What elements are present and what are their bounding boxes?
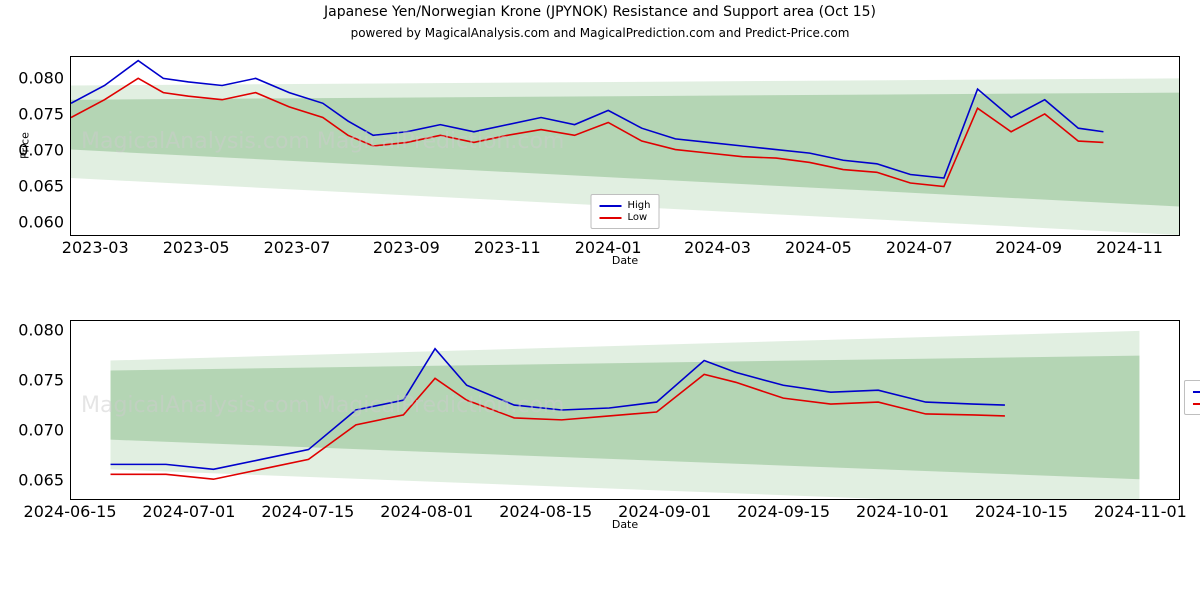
ytick: 0.065	[18, 471, 64, 490]
legend-label: Low	[628, 212, 648, 223]
ytick: 0.075	[18, 104, 64, 123]
panel-top: Price MagicalAnalysis.com MagicalPredict…	[70, 56, 1180, 276]
chart-title: Japanese Yen/Norwegian Krone (JPYNOK) Re…	[0, 4, 1200, 20]
legend-bot: HighLow	[1184, 380, 1200, 415]
legend-item: Low	[600, 212, 651, 223]
ytick: 0.075	[18, 371, 64, 390]
legend-item: High	[1193, 386, 1200, 397]
legend-label: High	[628, 200, 651, 211]
legend-swatch	[600, 205, 622, 207]
ytick: 0.065	[18, 176, 64, 195]
figure: Japanese Yen/Norwegian Krone (JPYNOK) Re…	[0, 0, 1200, 600]
svg-bot	[71, 321, 1179, 499]
panel-bot: MagicalAnalysis.com MagicalPrediction.co…	[70, 320, 1180, 540]
chart-subtitle: powered by MagicalAnalysis.com and Magic…	[0, 26, 1200, 40]
ytick: 0.080	[18, 68, 64, 87]
legend-item: Low	[1193, 398, 1200, 409]
ytick: 0.080	[18, 321, 64, 340]
xlabel-top: Date	[70, 254, 1180, 267]
xlabel-bot: Date	[70, 518, 1180, 531]
ytick: 0.060	[18, 212, 64, 231]
legend-item: High	[600, 200, 651, 211]
legend-swatch	[600, 217, 622, 219]
plot-area-bot: MagicalAnalysis.com MagicalPrediction.co…	[70, 320, 1180, 500]
plot-area-top: MagicalAnalysis.com MagicalPrediction.co…	[70, 56, 1180, 236]
legend-swatch	[1193, 391, 1200, 393]
legend-top: HighLow	[591, 194, 660, 229]
ytick: 0.070	[18, 421, 64, 440]
legend-swatch	[1193, 403, 1200, 405]
ytick: 0.070	[18, 140, 64, 159]
